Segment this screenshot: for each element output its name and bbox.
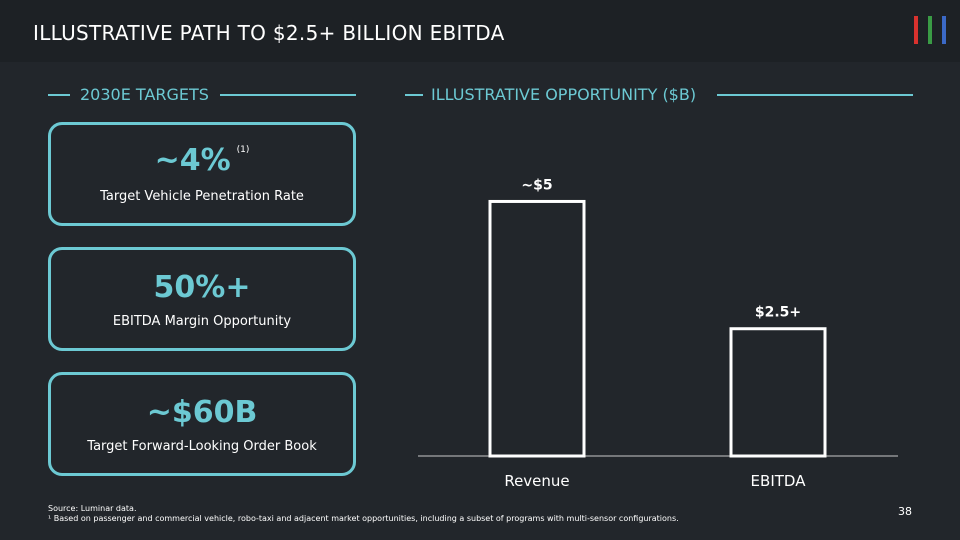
bar-revenue	[488, 199, 586, 458]
footnote-ref: (1)	[236, 145, 250, 155]
page-number: 38	[898, 505, 912, 518]
footnote: ¹ Based on passenger and commercial vehi…	[48, 514, 679, 523]
source-note: Source: Luminar data.	[48, 504, 137, 513]
section-rule	[405, 94, 423, 96]
bar-ebitda	[729, 327, 827, 458]
target-caption: EBITDA Margin Opportunity	[112, 314, 292, 329]
target-card-order-book: ~$60B Target Forward-Looking Order Book	[48, 372, 356, 476]
section-rule	[48, 94, 70, 96]
logo-bar-green	[928, 16, 932, 44]
opportunity-section-header: ILLUSTRATIVE OPPORTUNITY ($B)	[405, 83, 915, 107]
target-caption: Target Vehicle Penetration Rate	[100, 189, 304, 204]
data-label-revenue: ~$5	[521, 177, 552, 193]
target-value: ~4% (1)	[51, 143, 353, 178]
category-label-ebitda: EBITDA	[751, 472, 807, 490]
target-card-penetration: ~4% (1) Target Vehicle Penetration Rate	[48, 122, 356, 226]
target-caption: Target Forward-Looking Order Book	[87, 439, 317, 454]
category-label-revenue: Revenue	[504, 472, 569, 490]
page-title: ILLUSTRATIVE PATH TO $2.5+ BILLION EBITD…	[33, 21, 505, 45]
logo-bar-blue	[942, 16, 946, 44]
data-label-ebitda: $2.5+	[755, 305, 801, 321]
target-value: ~$60B	[146, 395, 258, 430]
section-label: 2030E TARGETS	[80, 85, 209, 104]
target-value: 50%+	[153, 270, 251, 305]
section-label: ILLUSTRATIVE OPPORTUNITY ($B)	[431, 85, 697, 104]
chart-canvas: ~$5 Revenue $2.5+ EBITDA	[418, 177, 898, 490]
section-rule	[220, 94, 356, 96]
title-bar: ILLUSTRATIVE PATH TO $2.5+ BILLION EBITD…	[0, 0, 960, 62]
brand-logo-icon	[912, 16, 948, 44]
opportunity-bar-chart: ~$5 Revenue $2.5+ EBITDA	[400, 120, 920, 500]
target-card-margin: 50%+ EBITDA Margin Opportunity	[48, 247, 356, 351]
section-rule	[717, 94, 913, 96]
target-value-text: ~4%	[154, 143, 231, 178]
targets-section-header: 2030E TARGETS	[48, 83, 358, 107]
logo-bar-red	[914, 16, 918, 44]
